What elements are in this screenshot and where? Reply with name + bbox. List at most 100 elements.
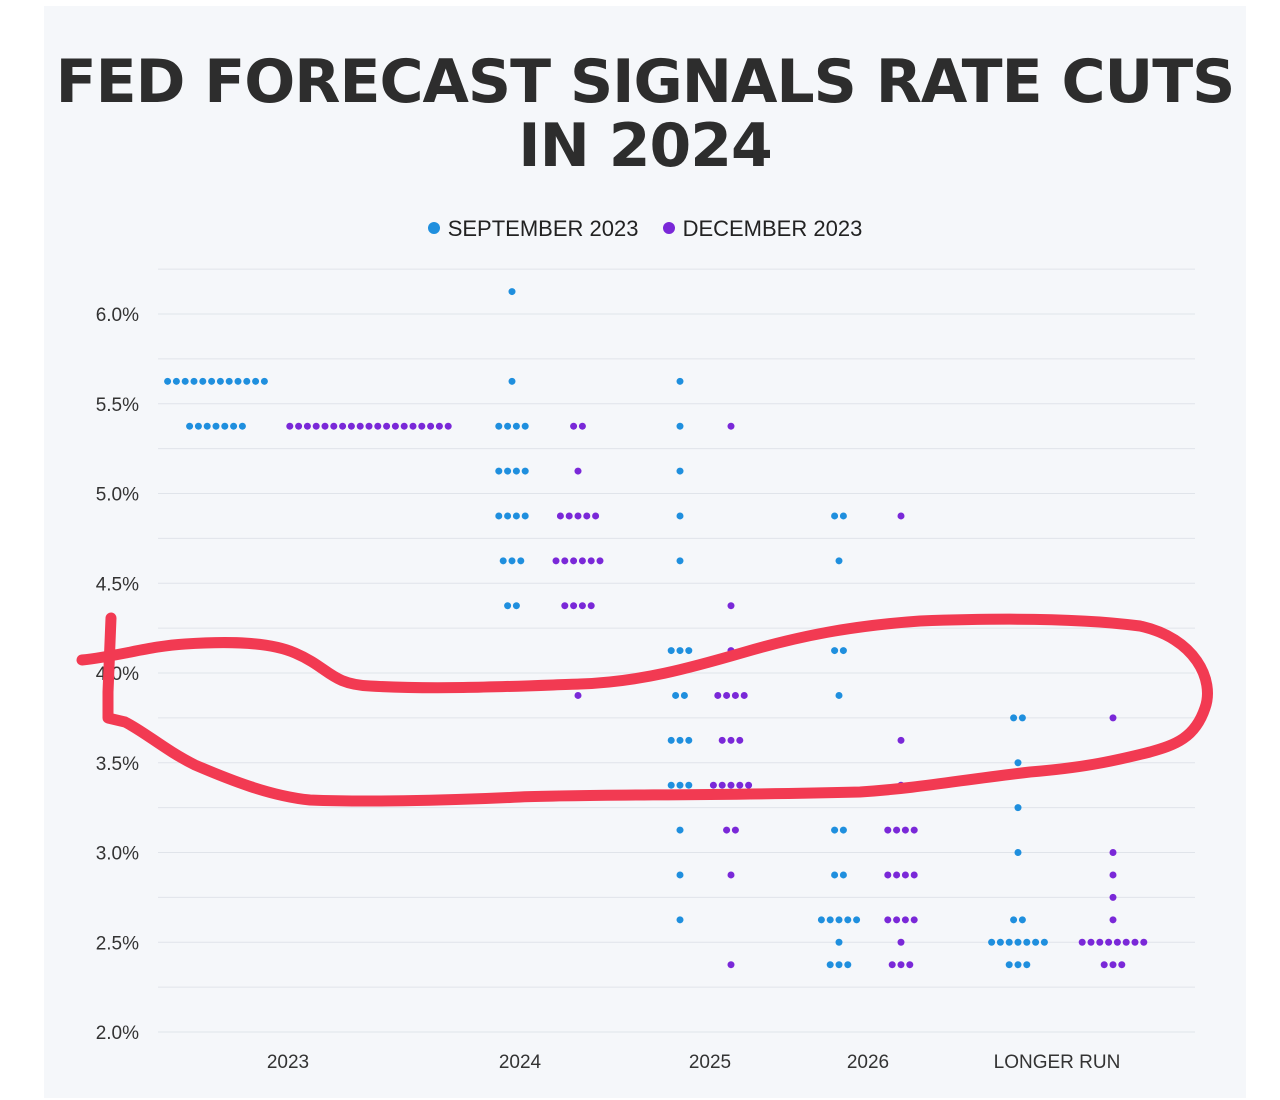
dot-marker <box>1109 871 1117 879</box>
dot-marker <box>561 557 569 565</box>
legend-item-december: DECEMBER 2023 <box>662 216 863 242</box>
dot-marker <box>826 961 834 969</box>
dot-marker <box>831 871 839 879</box>
dot-marker <box>884 826 892 834</box>
legend-dot-december <box>662 222 675 234</box>
dot-marker <box>884 871 892 879</box>
dot-marker <box>893 871 901 879</box>
dot-marker <box>685 736 693 744</box>
dot-marker <box>1018 916 1026 924</box>
legend-label-december: DECEMBER 2023 <box>682 216 863 241</box>
dot-marker <box>295 422 303 430</box>
legend-item-september: SEPTEMBER 2023 <box>427 216 639 242</box>
dot-marker <box>578 557 586 565</box>
dot-marker <box>1078 938 1086 946</box>
dot-marker <box>888 961 896 969</box>
dot-marker <box>901 826 909 834</box>
dot-marker <box>556 512 564 520</box>
dot-marker <box>897 961 905 969</box>
y-tick-label: 3.0% <box>96 844 139 865</box>
dot-marker <box>1005 938 1013 946</box>
dot-marker <box>1122 938 1130 946</box>
dot-marker <box>1005 961 1013 969</box>
annotation-layer <box>76 612 1213 807</box>
dot-marker <box>1040 938 1048 946</box>
dot-marker <box>672 691 680 699</box>
dot-marker <box>512 422 520 430</box>
dot-marker <box>817 916 825 924</box>
dot-marker <box>565 512 573 520</box>
dot-marker <box>736 736 744 744</box>
dot-marker <box>221 422 229 430</box>
dot-marker <box>199 377 207 385</box>
dot-marker <box>427 422 435 430</box>
dot-marker <box>286 422 294 430</box>
dot-marker <box>561 602 569 610</box>
dot-marker <box>578 602 586 610</box>
dot-marker <box>1100 961 1108 969</box>
dot-marker <box>181 377 189 385</box>
dot-marker <box>910 916 918 924</box>
dot-marker <box>731 691 739 699</box>
dot-marker <box>203 422 211 430</box>
dot-marker <box>1109 849 1117 856</box>
dot-marker <box>495 422 503 430</box>
dot-marker <box>252 377 260 385</box>
dot-marker <box>839 826 847 834</box>
dot-marker <box>435 422 443 430</box>
dot-marker <box>727 961 735 969</box>
dot-marker <box>1014 849 1022 856</box>
dot-marker <box>835 961 843 969</box>
dot-marker <box>1014 759 1022 767</box>
dot-marker <box>592 512 600 520</box>
x-tick-label: LONGER RUN <box>994 1052 1121 1073</box>
dot-marker <box>844 961 852 969</box>
dot-marker <box>910 826 918 834</box>
dot-marker <box>521 422 529 430</box>
dot-marker <box>745 781 753 789</box>
dot-marker <box>583 512 591 520</box>
dot-marker <box>1105 938 1113 946</box>
dot-marker <box>676 781 684 789</box>
legend-dot-september <box>427 222 440 234</box>
chart-card <box>44 6 1246 1098</box>
dot-marker <box>1087 938 1095 946</box>
dot-marker <box>676 736 684 744</box>
dot-marker <box>391 422 399 430</box>
dot-marker <box>826 916 834 924</box>
y-tick-label: 3.5% <box>96 754 139 775</box>
x-tick-label: 2026 <box>847 1052 889 1073</box>
dot-marker <box>243 377 251 385</box>
dot-marker <box>225 377 233 385</box>
dot-marker <box>552 557 560 565</box>
dot-marker <box>1109 893 1117 901</box>
dot-marker <box>1109 961 1117 969</box>
dot-marker <box>901 916 909 924</box>
dot-marker <box>347 422 355 430</box>
dot-marker <box>709 781 717 789</box>
dot-marker <box>676 916 684 924</box>
dot-marker <box>839 647 847 655</box>
dot-marker <box>844 916 852 924</box>
dot-marker <box>714 691 722 699</box>
dot-marker <box>1010 714 1018 722</box>
y-tick-label: 5.0% <box>96 485 139 506</box>
dot-marker <box>521 467 529 475</box>
dot-marker <box>1018 714 1026 722</box>
dot-marker <box>504 467 512 475</box>
dot-marker <box>667 781 675 789</box>
dot-marker <box>1010 916 1018 924</box>
dot-marker <box>495 467 503 475</box>
dot-marker <box>260 377 268 385</box>
dot-marker <box>383 422 391 430</box>
dot-marker <box>727 781 735 789</box>
dot-marker <box>444 422 452 430</box>
chart-legend: SEPTEMBER 2023 DECEMBER 2023 <box>0 216 1280 242</box>
legend-label-september: SEPTEMBER 2023 <box>447 216 639 241</box>
dot-marker <box>685 781 693 789</box>
dot-marker <box>517 557 525 565</box>
dot-marker <box>238 422 246 430</box>
dot-marker <box>504 422 512 430</box>
dot-marker <box>1023 938 1031 946</box>
